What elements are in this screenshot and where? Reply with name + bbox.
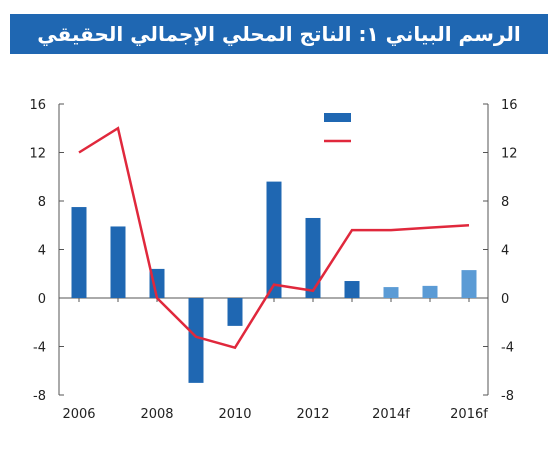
left-tick-label: -4 (33, 341, 46, 356)
right-tick-label: 16 (501, 98, 518, 113)
left-tick-label: 12 (29, 147, 46, 162)
gdp-bar (71, 207, 87, 298)
x-tick-label: 2006 (62, 407, 95, 422)
right-tick-label: 8 (501, 195, 509, 210)
right-tick-label: -4 (501, 341, 514, 356)
gdp-bar (461, 270, 477, 298)
x-tick-label: 2014f (372, 407, 410, 422)
gdp-bar (227, 298, 243, 326)
left-tick-label: 4 (38, 244, 46, 259)
gdp-bar (266, 181, 282, 298)
right-tick-label: -8 (501, 389, 514, 404)
x-tick-label: 2012 (296, 407, 329, 422)
left-tick-label: 16 (29, 98, 46, 113)
left-tick-label: -8 (33, 389, 46, 404)
tick-labels: -8 -8 -4 -4 0 0 4 4 8 8 12 12 16 16 2006 2008 2010 2012 20… (29, 98, 517, 422)
left-tick-label: 0 (38, 292, 46, 307)
gdp-bar (110, 226, 126, 298)
gdp-bar (305, 217, 321, 298)
x-tick-label: 2008 (140, 407, 173, 422)
chart-title: الرسم البياني ١: الناتج المحلي الإجمالي … (37, 22, 521, 46)
right-tick-label: 0 (501, 292, 509, 307)
gdp-bar (188, 298, 204, 383)
legend-bar-swatch (324, 113, 351, 122)
bar-series (71, 181, 477, 383)
x-tick-label: 2016f (450, 407, 488, 422)
x-tick-label: 2010 (218, 407, 251, 422)
gdp-bar (383, 287, 399, 298)
chart-title-bar: الرسم البياني ١: الناتج المحلي الإجمالي … (10, 14, 548, 54)
chart-legend (324, 113, 351, 143)
right-tick-label: 12 (501, 147, 518, 162)
gdp-line (78, 126, 470, 350)
line-series (78, 126, 470, 350)
gdp-bar (344, 281, 360, 298)
left-tick-label: 8 (38, 195, 46, 210)
gdp-bar (422, 285, 438, 298)
right-tick-label: 4 (501, 244, 509, 259)
